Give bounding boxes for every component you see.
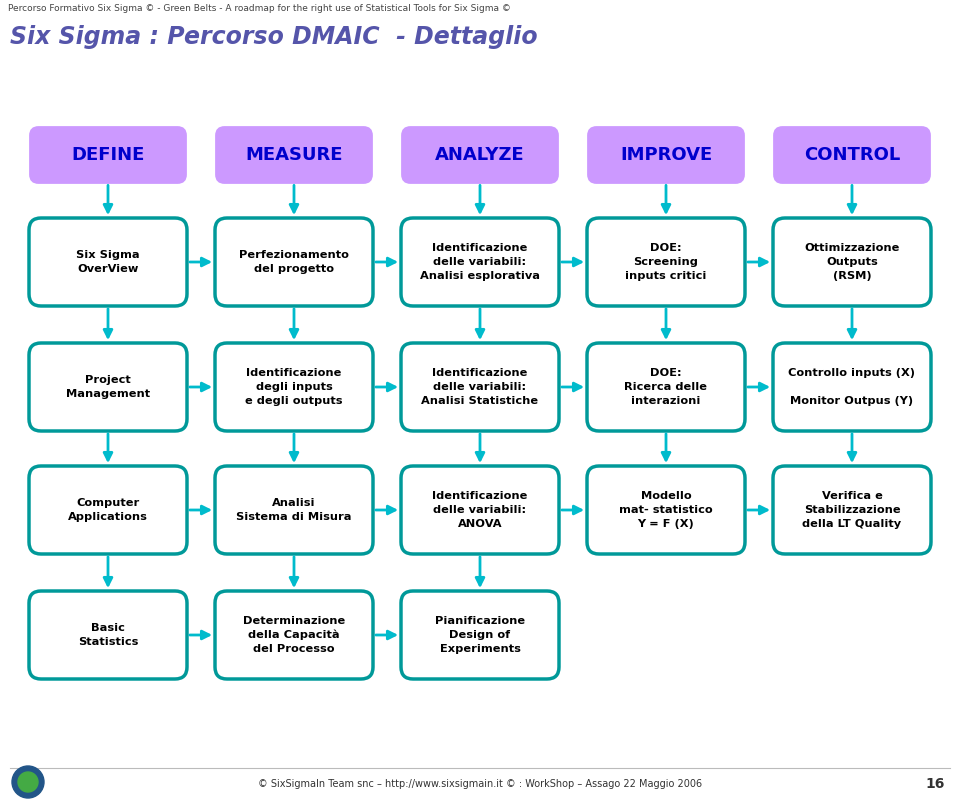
Text: Determinazione
della Capacità
del Processo: Determinazione della Capacità del Proces… bbox=[243, 616, 346, 654]
FancyBboxPatch shape bbox=[29, 343, 187, 431]
Text: CONTROL: CONTROL bbox=[804, 146, 900, 164]
Text: ANALYZE: ANALYZE bbox=[435, 146, 525, 164]
Text: Project
Management: Project Management bbox=[66, 375, 150, 399]
Text: DOE:
Screening
inputs critici: DOE: Screening inputs critici bbox=[625, 243, 707, 281]
Text: Identificazione
degli inputs
e degli outputs: Identificazione degli inputs e degli out… bbox=[245, 368, 343, 406]
FancyBboxPatch shape bbox=[217, 127, 372, 182]
FancyBboxPatch shape bbox=[215, 343, 373, 431]
Text: Perfezionamento
del progetto: Perfezionamento del progetto bbox=[239, 250, 348, 274]
Text: Verifica e
Stabilizzazione
della LT Quality: Verifica e Stabilizzazione della LT Qual… bbox=[803, 491, 901, 529]
FancyBboxPatch shape bbox=[401, 591, 559, 679]
FancyBboxPatch shape bbox=[29, 218, 187, 306]
Text: 16: 16 bbox=[925, 777, 945, 791]
FancyBboxPatch shape bbox=[215, 466, 373, 554]
FancyBboxPatch shape bbox=[587, 218, 745, 306]
Text: Modello
mat- statistico
Y = F (X): Modello mat- statistico Y = F (X) bbox=[619, 491, 713, 529]
Text: Identificazione
delle variabili:
ANOVA: Identificazione delle variabili: ANOVA bbox=[432, 491, 528, 529]
FancyBboxPatch shape bbox=[215, 218, 373, 306]
FancyBboxPatch shape bbox=[588, 127, 743, 182]
Text: Identificazione
delle variabili:
Analisi Statistiche: Identificazione delle variabili: Analisi… bbox=[421, 368, 539, 406]
Text: Percorso Formativo Six Sigma © - Green Belts - A roadmap for the right use of St: Percorso Formativo Six Sigma © - Green B… bbox=[8, 4, 511, 13]
FancyBboxPatch shape bbox=[401, 218, 559, 306]
Text: Ottimizzazione
Outputs
(RSM): Ottimizzazione Outputs (RSM) bbox=[804, 243, 900, 281]
FancyBboxPatch shape bbox=[775, 127, 929, 182]
FancyBboxPatch shape bbox=[29, 591, 187, 679]
Circle shape bbox=[18, 772, 38, 792]
Text: DEFINE: DEFINE bbox=[71, 146, 145, 164]
FancyBboxPatch shape bbox=[215, 591, 373, 679]
Text: © SixSigmaIn Team snc – http://www.sixsigmain.it © : WorkShop – Assago 22 Maggio: © SixSigmaIn Team snc – http://www.sixsi… bbox=[258, 779, 702, 789]
FancyBboxPatch shape bbox=[31, 127, 185, 182]
FancyBboxPatch shape bbox=[773, 466, 931, 554]
Text: DOE:
Ricerca delle
interazioni: DOE: Ricerca delle interazioni bbox=[625, 368, 708, 406]
Text: Computer
Applications: Computer Applications bbox=[68, 498, 148, 522]
Circle shape bbox=[12, 766, 44, 798]
Text: Pianificazione
Design of
Experiments: Pianificazione Design of Experiments bbox=[435, 616, 525, 654]
FancyBboxPatch shape bbox=[773, 343, 931, 431]
FancyBboxPatch shape bbox=[29, 466, 187, 554]
FancyBboxPatch shape bbox=[587, 343, 745, 431]
FancyBboxPatch shape bbox=[773, 218, 931, 306]
Text: Basic
Statistics: Basic Statistics bbox=[78, 623, 138, 647]
FancyBboxPatch shape bbox=[401, 466, 559, 554]
FancyBboxPatch shape bbox=[587, 466, 745, 554]
Text: Six Sigma
OverView: Six Sigma OverView bbox=[76, 250, 140, 274]
FancyBboxPatch shape bbox=[402, 127, 558, 182]
Text: IMPROVE: IMPROVE bbox=[620, 146, 712, 164]
Text: MEASURE: MEASURE bbox=[245, 146, 343, 164]
Text: Six Sigma : Percorso DMAIC  - Dettaglio: Six Sigma : Percorso DMAIC - Dettaglio bbox=[10, 25, 538, 49]
FancyBboxPatch shape bbox=[401, 343, 559, 431]
Text: Identificazione
delle variabili:
Analisi esplorativa: Identificazione delle variabili: Analisi… bbox=[420, 243, 540, 281]
Text: Analisi
Sistema di Misura: Analisi Sistema di Misura bbox=[236, 498, 351, 522]
Text: Controllo inputs (X)

Monitor Outpus (Y): Controllo inputs (X) Monitor Outpus (Y) bbox=[788, 368, 916, 406]
